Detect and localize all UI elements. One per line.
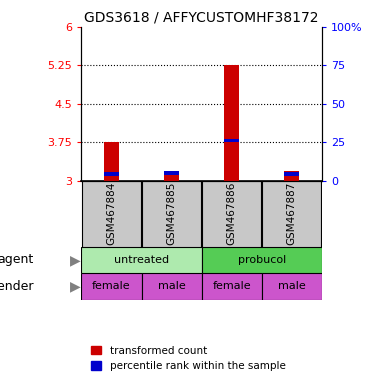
Bar [284, 170, 299, 181]
Text: GSM467885: GSM467885 [166, 182, 176, 245]
Bar [224, 65, 239, 181]
Bar [142, 181, 201, 247]
Bar [164, 171, 179, 175]
Text: GSM467884: GSM467884 [107, 182, 117, 245]
Title: GDS3618 / AFFYCUSTOMHF38172: GDS3618 / AFFYCUSTOMHF38172 [84, 10, 319, 24]
Text: GSM467886: GSM467886 [227, 182, 237, 245]
Bar [142, 273, 202, 300]
Bar [202, 273, 262, 300]
Bar [104, 142, 119, 181]
Legend: transformed count, percentile rank within the sample: transformed count, percentile rank withi… [87, 341, 290, 375]
Text: gender: gender [0, 280, 33, 293]
Bar [82, 181, 141, 247]
Bar [284, 172, 299, 175]
Text: ▶: ▶ [70, 253, 81, 267]
Text: GSM467887: GSM467887 [287, 182, 297, 245]
Bar [224, 139, 239, 142]
Bar [202, 247, 322, 273]
Text: female: female [92, 281, 131, 291]
Bar [202, 181, 261, 247]
Bar [262, 181, 321, 247]
Bar [104, 172, 119, 175]
Bar [164, 173, 179, 181]
Bar [81, 273, 142, 300]
Bar [262, 273, 322, 300]
Text: probucol: probucol [238, 255, 286, 265]
Text: ▶: ▶ [70, 279, 81, 293]
Bar [81, 247, 202, 273]
Text: female: female [212, 281, 251, 291]
Text: male: male [158, 281, 185, 291]
Text: male: male [278, 281, 306, 291]
Text: agent: agent [0, 253, 33, 266]
Text: untreated: untreated [114, 255, 169, 265]
